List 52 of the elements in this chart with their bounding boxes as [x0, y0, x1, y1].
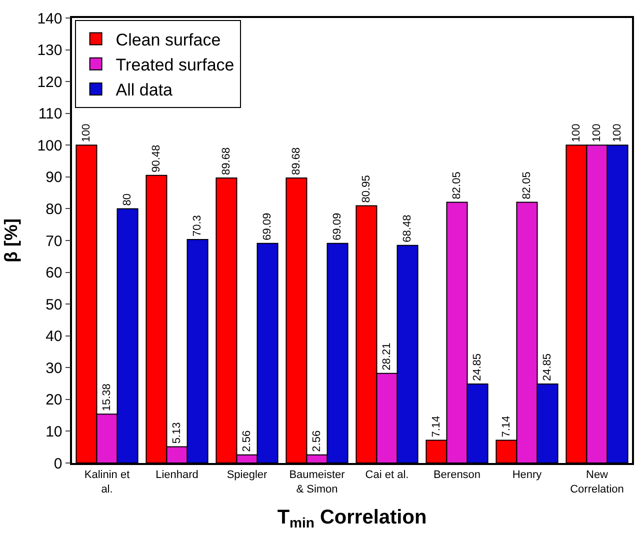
y-tick-label: 10 [46, 423, 62, 440]
y-tick-label: 50 [46, 296, 62, 314]
y-tick-label: 130 [37, 42, 62, 60]
x-tick-label: Lienhard [156, 468, 198, 481]
y-tick-label: 90 [46, 169, 62, 186]
y-tick-label: 0 [54, 455, 62, 472]
data-label: 7.14 [430, 416, 442, 438]
legend-label: All data [116, 80, 174, 100]
y-tick-label: 60 [46, 264, 62, 282]
y-tick-label: 80 [46, 200, 62, 218]
data-label: 69.09 [332, 212, 344, 240]
x-tick-label: Baumeister & Simon [289, 468, 346, 496]
data-label: 24.85 [472, 353, 484, 382]
x-tick-label: Cai et al. [365, 468, 409, 481]
y-tick-label: 110 [38, 106, 62, 123]
y-axis-title: β [%] [0, 218, 21, 262]
y-tick-label: 30 [46, 360, 62, 377]
legend-label: Clean surface [116, 30, 221, 50]
data-label: 28.21 [381, 342, 393, 370]
data-label: 69.09 [262, 212, 274, 240]
data-label: 68.48 [402, 214, 414, 242]
x-tick-label: Henry [512, 468, 542, 481]
y-tick-label: 20 [46, 392, 62, 409]
y-tick-label: 40 [46, 328, 62, 346]
x-tick-label: Spiegler [226, 468, 268, 481]
x-tick-label: Berenson [433, 468, 481, 481]
data-label: 70.3 [192, 215, 204, 237]
data-label: 15.38 [101, 384, 113, 412]
data-label: 89.68 [290, 147, 302, 175]
data-label: 24.85 [542, 353, 554, 382]
x-tick-label: Kalinin et al. [84, 468, 130, 496]
data-label: 80.95 [360, 175, 372, 203]
data-label: 82.05 [451, 172, 463, 200]
x-axis-title: T$_{min}$ Correlation [277, 506, 427, 530]
legend-label: Treated surface [116, 56, 234, 75]
data-label: 100 [591, 124, 603, 142]
x-tick-label: New Correlation [570, 468, 624, 496]
y-tick-label: 120 [37, 74, 62, 91]
data-label: 82.05 [521, 172, 533, 200]
data-label: 80 [122, 193, 134, 206]
data-label: 5.13 [171, 422, 183, 444]
data-label: 89.68 [220, 147, 232, 175]
y-tick-label: 70 [46, 232, 62, 250]
data-label: 100 [612, 124, 624, 142]
data-label: 100 [80, 124, 92, 142]
data-label: 2.56 [241, 430, 253, 452]
data-label: 100 [570, 124, 582, 142]
data-label: 90.48 [150, 144, 162, 172]
data-label: 7.14 [500, 416, 512, 438]
y-tick-label: 100 [37, 137, 62, 154]
data-label: 2.56 [311, 430, 323, 452]
y-tick-label: 140 [37, 10, 62, 28]
